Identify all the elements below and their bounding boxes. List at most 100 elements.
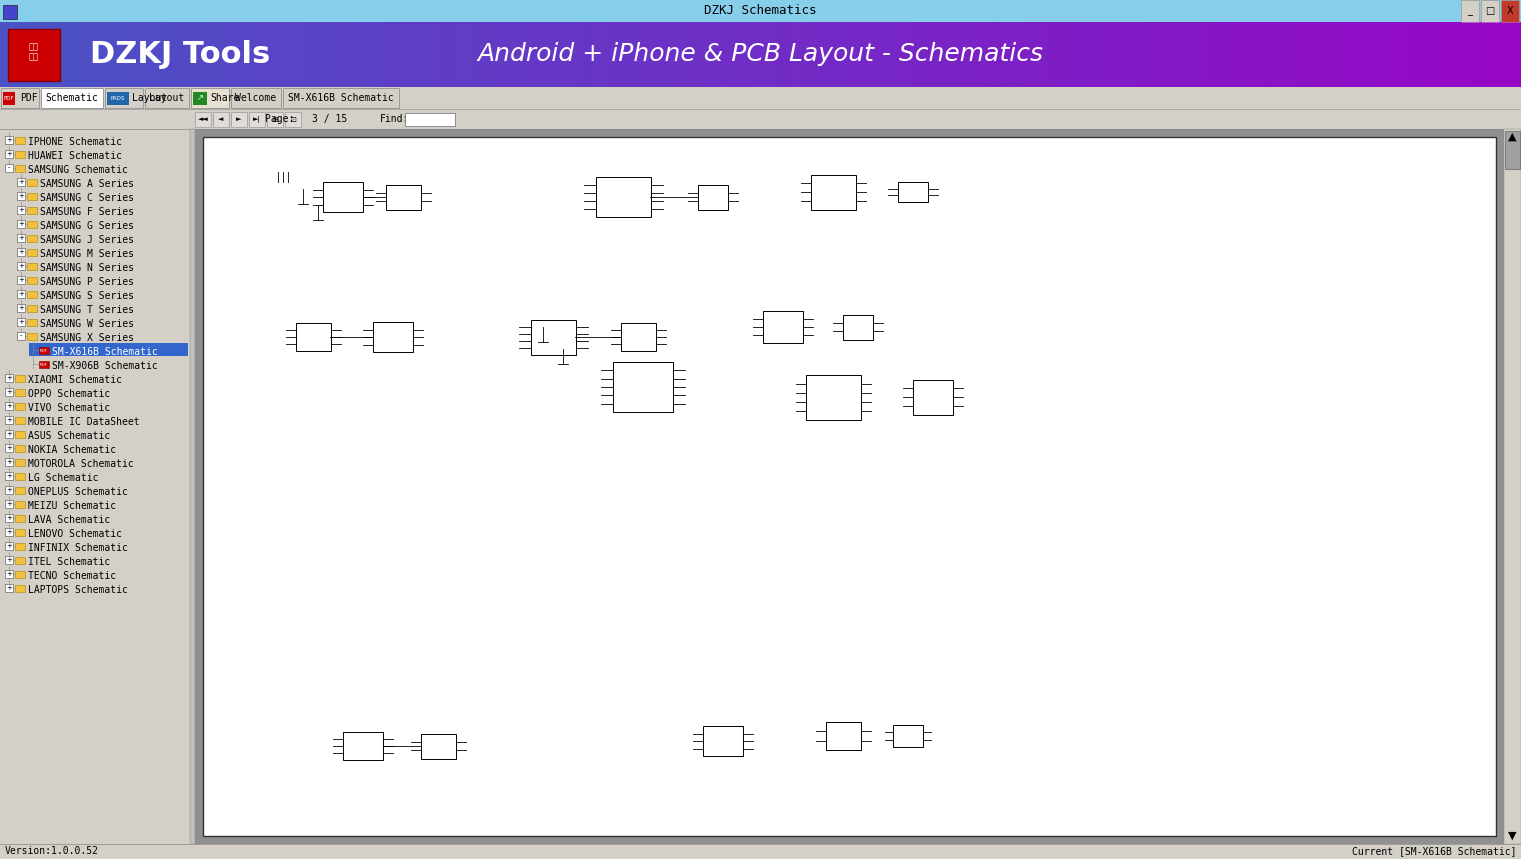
Text: +: + <box>6 444 12 450</box>
Bar <box>5 570 14 578</box>
Bar <box>284 112 301 127</box>
Bar <box>385 185 420 210</box>
Bar <box>5 402 14 410</box>
Text: SAMSUNG S Series: SAMSUNG S Series <box>40 291 134 301</box>
Bar <box>1481 0 1500 22</box>
Text: MOTOROLA Schematic: MOTOROLA Schematic <box>27 459 134 469</box>
Bar <box>106 92 129 105</box>
Bar <box>0 87 1521 109</box>
Text: SAMSUNG W Series: SAMSUNG W Series <box>40 319 134 329</box>
Bar <box>5 136 14 144</box>
Text: -: - <box>20 332 23 338</box>
Text: +: + <box>6 137 12 143</box>
Text: +: + <box>6 430 12 436</box>
Text: +: + <box>6 543 12 549</box>
Bar <box>5 374 14 382</box>
Bar <box>0 109 1521 129</box>
Bar <box>40 361 49 368</box>
Bar <box>5 584 14 592</box>
Text: +: + <box>18 179 24 185</box>
Bar <box>40 347 49 354</box>
Text: +: + <box>18 277 24 283</box>
Text: SAMSUNG F Series: SAMSUNG F Series <box>40 207 134 217</box>
Bar <box>0 129 190 844</box>
Bar <box>249 112 265 127</box>
Bar <box>0 844 1521 859</box>
Bar <box>213 112 230 127</box>
Text: DZKJ Tools: DZKJ Tools <box>90 40 271 69</box>
Text: SM-X616B Schematic: SM-X616B Schematic <box>287 93 394 103</box>
Bar <box>5 486 14 494</box>
Text: MEIZU Schematic: MEIZU Schematic <box>27 501 116 511</box>
Bar <box>8 29 59 81</box>
Bar <box>283 88 399 108</box>
Bar <box>27 235 37 242</box>
Bar <box>3 92 15 105</box>
Bar <box>15 417 24 424</box>
Bar <box>17 234 24 242</box>
Bar <box>893 725 923 747</box>
Bar <box>15 459 24 466</box>
Text: +: + <box>6 515 12 521</box>
Bar <box>1504 131 1519 169</box>
Bar <box>15 137 24 144</box>
Bar <box>17 178 24 186</box>
Text: PDF: PDF <box>20 93 38 103</box>
Bar <box>231 88 281 108</box>
Text: Welcome: Welcome <box>236 93 277 103</box>
Text: PADS: PADS <box>111 95 125 101</box>
Text: +: + <box>18 221 24 227</box>
Bar <box>27 305 37 312</box>
Text: +: + <box>6 403 12 409</box>
Bar <box>5 472 14 480</box>
Text: -: - <box>8 165 11 170</box>
Bar <box>5 430 14 438</box>
Bar <box>764 311 803 343</box>
Bar <box>17 220 24 228</box>
Bar <box>5 514 14 522</box>
Bar <box>15 585 24 592</box>
Bar <box>27 277 37 284</box>
Text: +: + <box>6 472 12 478</box>
Bar <box>15 473 24 480</box>
Bar <box>15 557 24 564</box>
Bar <box>27 179 37 186</box>
Bar <box>195 129 1504 844</box>
Text: +: + <box>6 388 12 394</box>
Bar <box>15 529 24 536</box>
Bar <box>5 542 14 550</box>
Text: +: + <box>6 375 12 381</box>
Bar <box>5 444 14 452</box>
Bar <box>202 137 1497 836</box>
Text: +: + <box>18 319 24 325</box>
Text: ⊡: ⊡ <box>291 117 297 123</box>
Text: +: + <box>18 206 24 212</box>
Bar <box>27 193 37 200</box>
Text: ►|: ►| <box>252 116 262 123</box>
Bar <box>15 151 24 158</box>
Bar <box>596 177 651 217</box>
Text: Schematic: Schematic <box>46 93 99 103</box>
Text: ASUS Schematic: ASUS Schematic <box>27 431 110 441</box>
Bar <box>27 221 37 228</box>
Text: LAPTOPS Schematic: LAPTOPS Schematic <box>27 585 128 595</box>
Text: SM-X906B Schematic: SM-X906B Schematic <box>52 361 158 371</box>
Text: SAMSUNG Schematic: SAMSUNG Schematic <box>27 165 128 175</box>
Text: +: + <box>6 150 12 156</box>
Bar <box>27 333 37 340</box>
Text: ◄◄: ◄◄ <box>198 117 208 123</box>
Text: LAVA Schematic: LAVA Schematic <box>27 515 110 525</box>
Bar <box>15 431 24 438</box>
Text: +: + <box>6 570 12 576</box>
Bar <box>17 290 24 298</box>
Bar <box>2 88 40 108</box>
Bar <box>5 388 14 396</box>
Bar <box>5 458 14 466</box>
Bar <box>105 88 143 108</box>
Bar <box>29 343 189 356</box>
Bar <box>5 556 14 564</box>
Bar <box>1501 0 1519 22</box>
Bar <box>5 416 14 424</box>
Text: SAMSUNG A Series: SAMSUNG A Series <box>40 179 134 189</box>
Text: PDF: PDF <box>40 362 49 367</box>
